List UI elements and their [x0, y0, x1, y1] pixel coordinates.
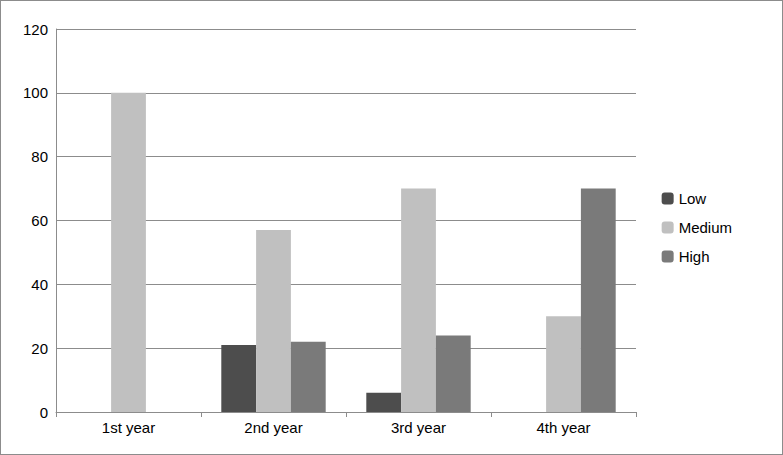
svg-text:100: 100 [23, 84, 48, 101]
svg-text:Low: Low [679, 190, 707, 207]
svg-text:2nd year: 2nd year [244, 419, 302, 436]
svg-text:0: 0 [40, 404, 48, 421]
svg-text:80: 80 [31, 148, 48, 165]
svg-text:4th year: 4th year [536, 419, 590, 436]
svg-text:3rd year: 3rd year [391, 419, 446, 436]
svg-text:1st year: 1st year [102, 419, 155, 436]
svg-text:40: 40 [31, 276, 48, 293]
svg-text:120: 120 [23, 21, 48, 38]
svg-text:Medium: Medium [679, 219, 732, 236]
svg-text:20: 20 [31, 340, 48, 357]
svg-text:High: High [679, 248, 710, 265]
svg-text:60: 60 [31, 212, 48, 229]
